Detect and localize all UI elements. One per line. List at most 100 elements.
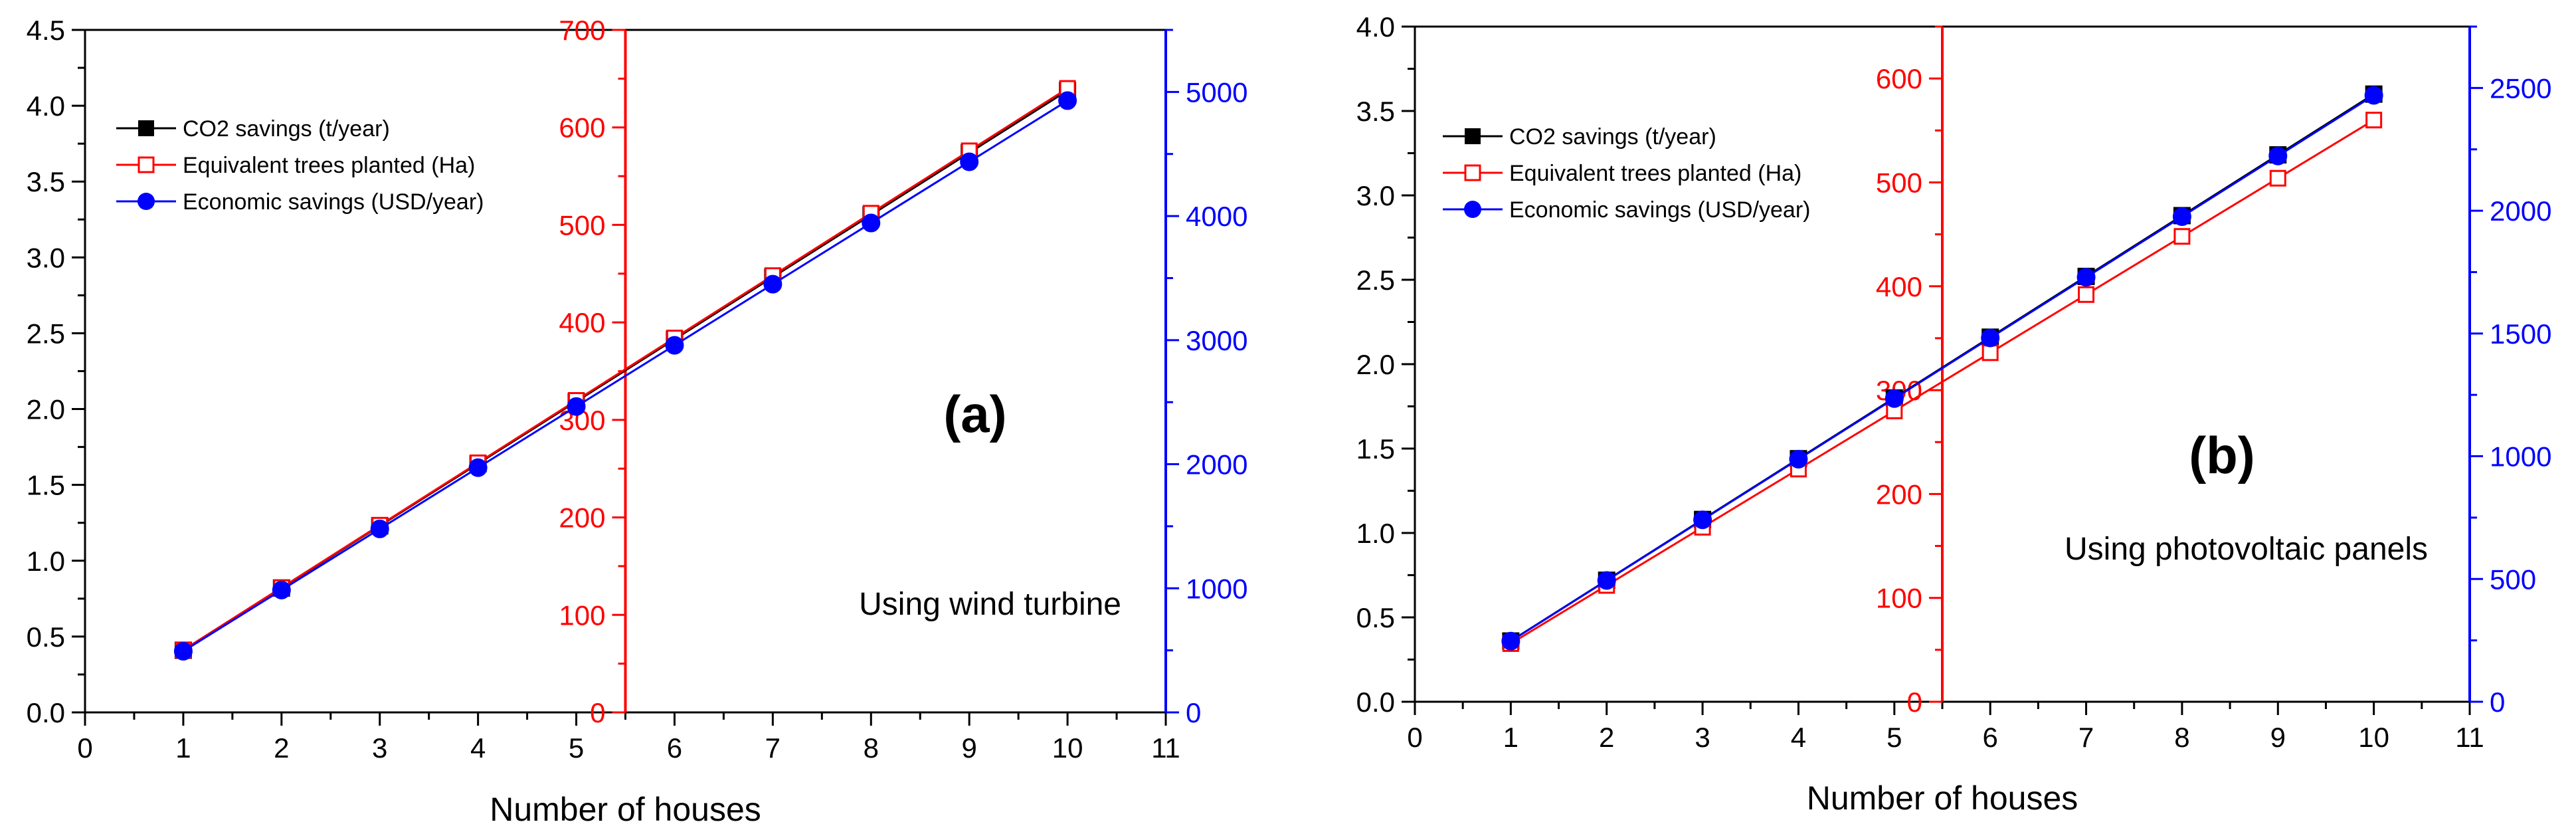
right-y-tick-label: 2000	[1186, 449, 1247, 480]
mid-y-tick-label: 100	[559, 599, 605, 631]
x-tick-label: 1	[175, 732, 191, 764]
chart-a: 0 1 2 3 4 5 6 7 8 9 10 11 0.0 0.5 1.0 1.5 2.0 2.5 3.0 3.5 4.…	[27, 15, 1248, 828]
left-y-tick-label: 0.5	[1356, 602, 1395, 633]
series-line-2	[183, 100, 1068, 653]
x-tick-label: 4	[1791, 722, 1806, 753]
right-y-tick-label: 0	[2490, 686, 2505, 718]
x-tick-label: 10	[1052, 732, 1083, 764]
left-y-tick-label: 4.0	[1356, 11, 1395, 43]
series-2-point	[1693, 510, 1712, 530]
series-2-point	[862, 213, 881, 233]
legend-label-1: Equivalent trees planted (Ha)	[1509, 161, 1801, 186]
annotation-text: Using photovoltaic panels	[2065, 532, 2428, 567]
legend-marker-1	[1464, 164, 1481, 181]
left-y-tick-label: 3.5	[27, 166, 65, 197]
series-2-point	[1885, 389, 1904, 408]
mid-y-tick-label: 0	[590, 697, 605, 728]
x-tick-label: 6	[1983, 722, 1998, 753]
x-tick-label: 2	[1599, 722, 1614, 753]
x-axis-label: Number of houses	[490, 791, 761, 828]
left-y-tick-label: 1.5	[27, 470, 65, 501]
series-2-point	[1501, 631, 1520, 651]
mid-y-tick-label: 500	[1876, 167, 1922, 198]
mid-y-tick-label: 600	[1876, 63, 1922, 94]
x-tick-label: 8	[864, 732, 879, 764]
annotation-text: Using wind turbine	[859, 587, 1121, 622]
x-tick-label: 1	[1503, 722, 1518, 753]
left-y-tick-label: 3.0	[27, 242, 65, 273]
left-y-tick-label: 2.0	[1356, 349, 1395, 380]
mid-y-tick-label: 600	[559, 112, 605, 144]
x-tick-label: 6	[667, 732, 682, 764]
x-tick-label: 5	[569, 732, 584, 764]
right-y-tick-label: 1500	[2490, 318, 2551, 350]
legend-label-0: CO2 savings (t/year)	[1509, 124, 1716, 150]
x-tick-label: 0	[1407, 722, 1422, 753]
x-tick-label: 4	[470, 732, 486, 764]
series-line-1	[1510, 119, 2375, 645]
legend-label-1: Equivalent trees planted (Ha)	[183, 153, 475, 178]
x-tick-label: 3	[372, 732, 387, 764]
x-axis-label: Number of houses	[1807, 780, 2078, 817]
x-tick-label: 10	[2358, 722, 2389, 753]
series-1-point	[2269, 169, 2286, 187]
x-tick-label: 7	[2078, 722, 2094, 753]
right-y-tick-label: 2000	[2490, 195, 2551, 227]
x-tick-label: 11	[2455, 722, 2484, 753]
left-y-tick-label: 1.5	[1356, 433, 1395, 465]
x-tick-label: 9	[962, 732, 977, 764]
legend-label-2: Economic savings (USD/year)	[1509, 197, 1810, 223]
series-1-point	[2078, 286, 2095, 303]
series-2-point	[2076, 268, 2096, 287]
x-tick-label: 5	[1886, 722, 1902, 753]
mid-y-tick-label: 700	[559, 15, 605, 46]
left-y-tick-label: 0.5	[27, 621, 65, 653]
panel-label: (b)	[2189, 426, 2255, 484]
left-y-tick-label: 2.5	[1356, 264, 1395, 296]
right-y-tick-label: 5000	[1186, 76, 1247, 108]
chart-b: 0 1 2 3 4 5 6 7 8 9 10 11 0.0 0.5 1.0 1.5 2.0 2.5 3.0 3.5 4.…	[1356, 11, 2552, 817]
left-y-tick-label: 0.0	[1356, 686, 1395, 718]
series-2-point	[468, 458, 488, 477]
mid-y-tick-label: 200	[559, 502, 605, 534]
series-2-point	[2268, 146, 2288, 165]
legend-label-2: Economic savings (USD/year)	[183, 189, 484, 215]
right-y-tick-label: 2500	[2490, 72, 2551, 104]
right-y-tick-label: 4000	[1186, 201, 1247, 232]
left-y-tick-label: 2.5	[27, 318, 65, 349]
legend-marker-1	[138, 156, 155, 173]
panel-label: (a)	[943, 385, 1006, 443]
right-y-tick-label: 3000	[1186, 325, 1247, 356]
series-2-point	[1981, 328, 2000, 348]
mid-y-tick-label: 400	[559, 307, 605, 338]
series-line-2	[1510, 94, 2375, 643]
legend-label-0: CO2 savings (t/year)	[183, 116, 390, 142]
series-2-point	[272, 580, 291, 599]
right-y-tick-label: 1000	[1186, 573, 1247, 604]
series-2-point	[960, 152, 979, 171]
left-y-tick-label: 1.0	[27, 546, 65, 577]
x-tick-label: 0	[77, 732, 92, 764]
left-y-tick-label: 2.0	[27, 394, 65, 425]
series-2-point	[173, 641, 193, 661]
series-1-point	[2365, 112, 2383, 129]
x-tick-label: 8	[2174, 722, 2189, 753]
series-2-point	[1789, 449, 1808, 469]
legend-marker-2	[1464, 201, 1481, 218]
legend-marker-0	[1465, 128, 1481, 144]
right-y-tick-label: 1000	[2490, 441, 2551, 472]
left-y-tick-label: 0.0	[27, 697, 65, 728]
legend-marker-0	[138, 120, 154, 136]
series-2-point	[567, 397, 586, 416]
left-y-tick-label: 3.0	[1356, 180, 1395, 211]
right-y-tick-label: 0	[1186, 697, 1201, 728]
series-2-point	[1597, 571, 1616, 590]
x-tick-label: 9	[2270, 722, 2286, 753]
series-1-point	[2173, 228, 2191, 245]
series-2-point	[763, 274, 782, 294]
x-tick-label: 2	[274, 732, 289, 764]
series-2-point	[2172, 207, 2191, 226]
legend-marker-2	[138, 193, 155, 210]
left-y-tick-label: 1.0	[1356, 518, 1395, 549]
